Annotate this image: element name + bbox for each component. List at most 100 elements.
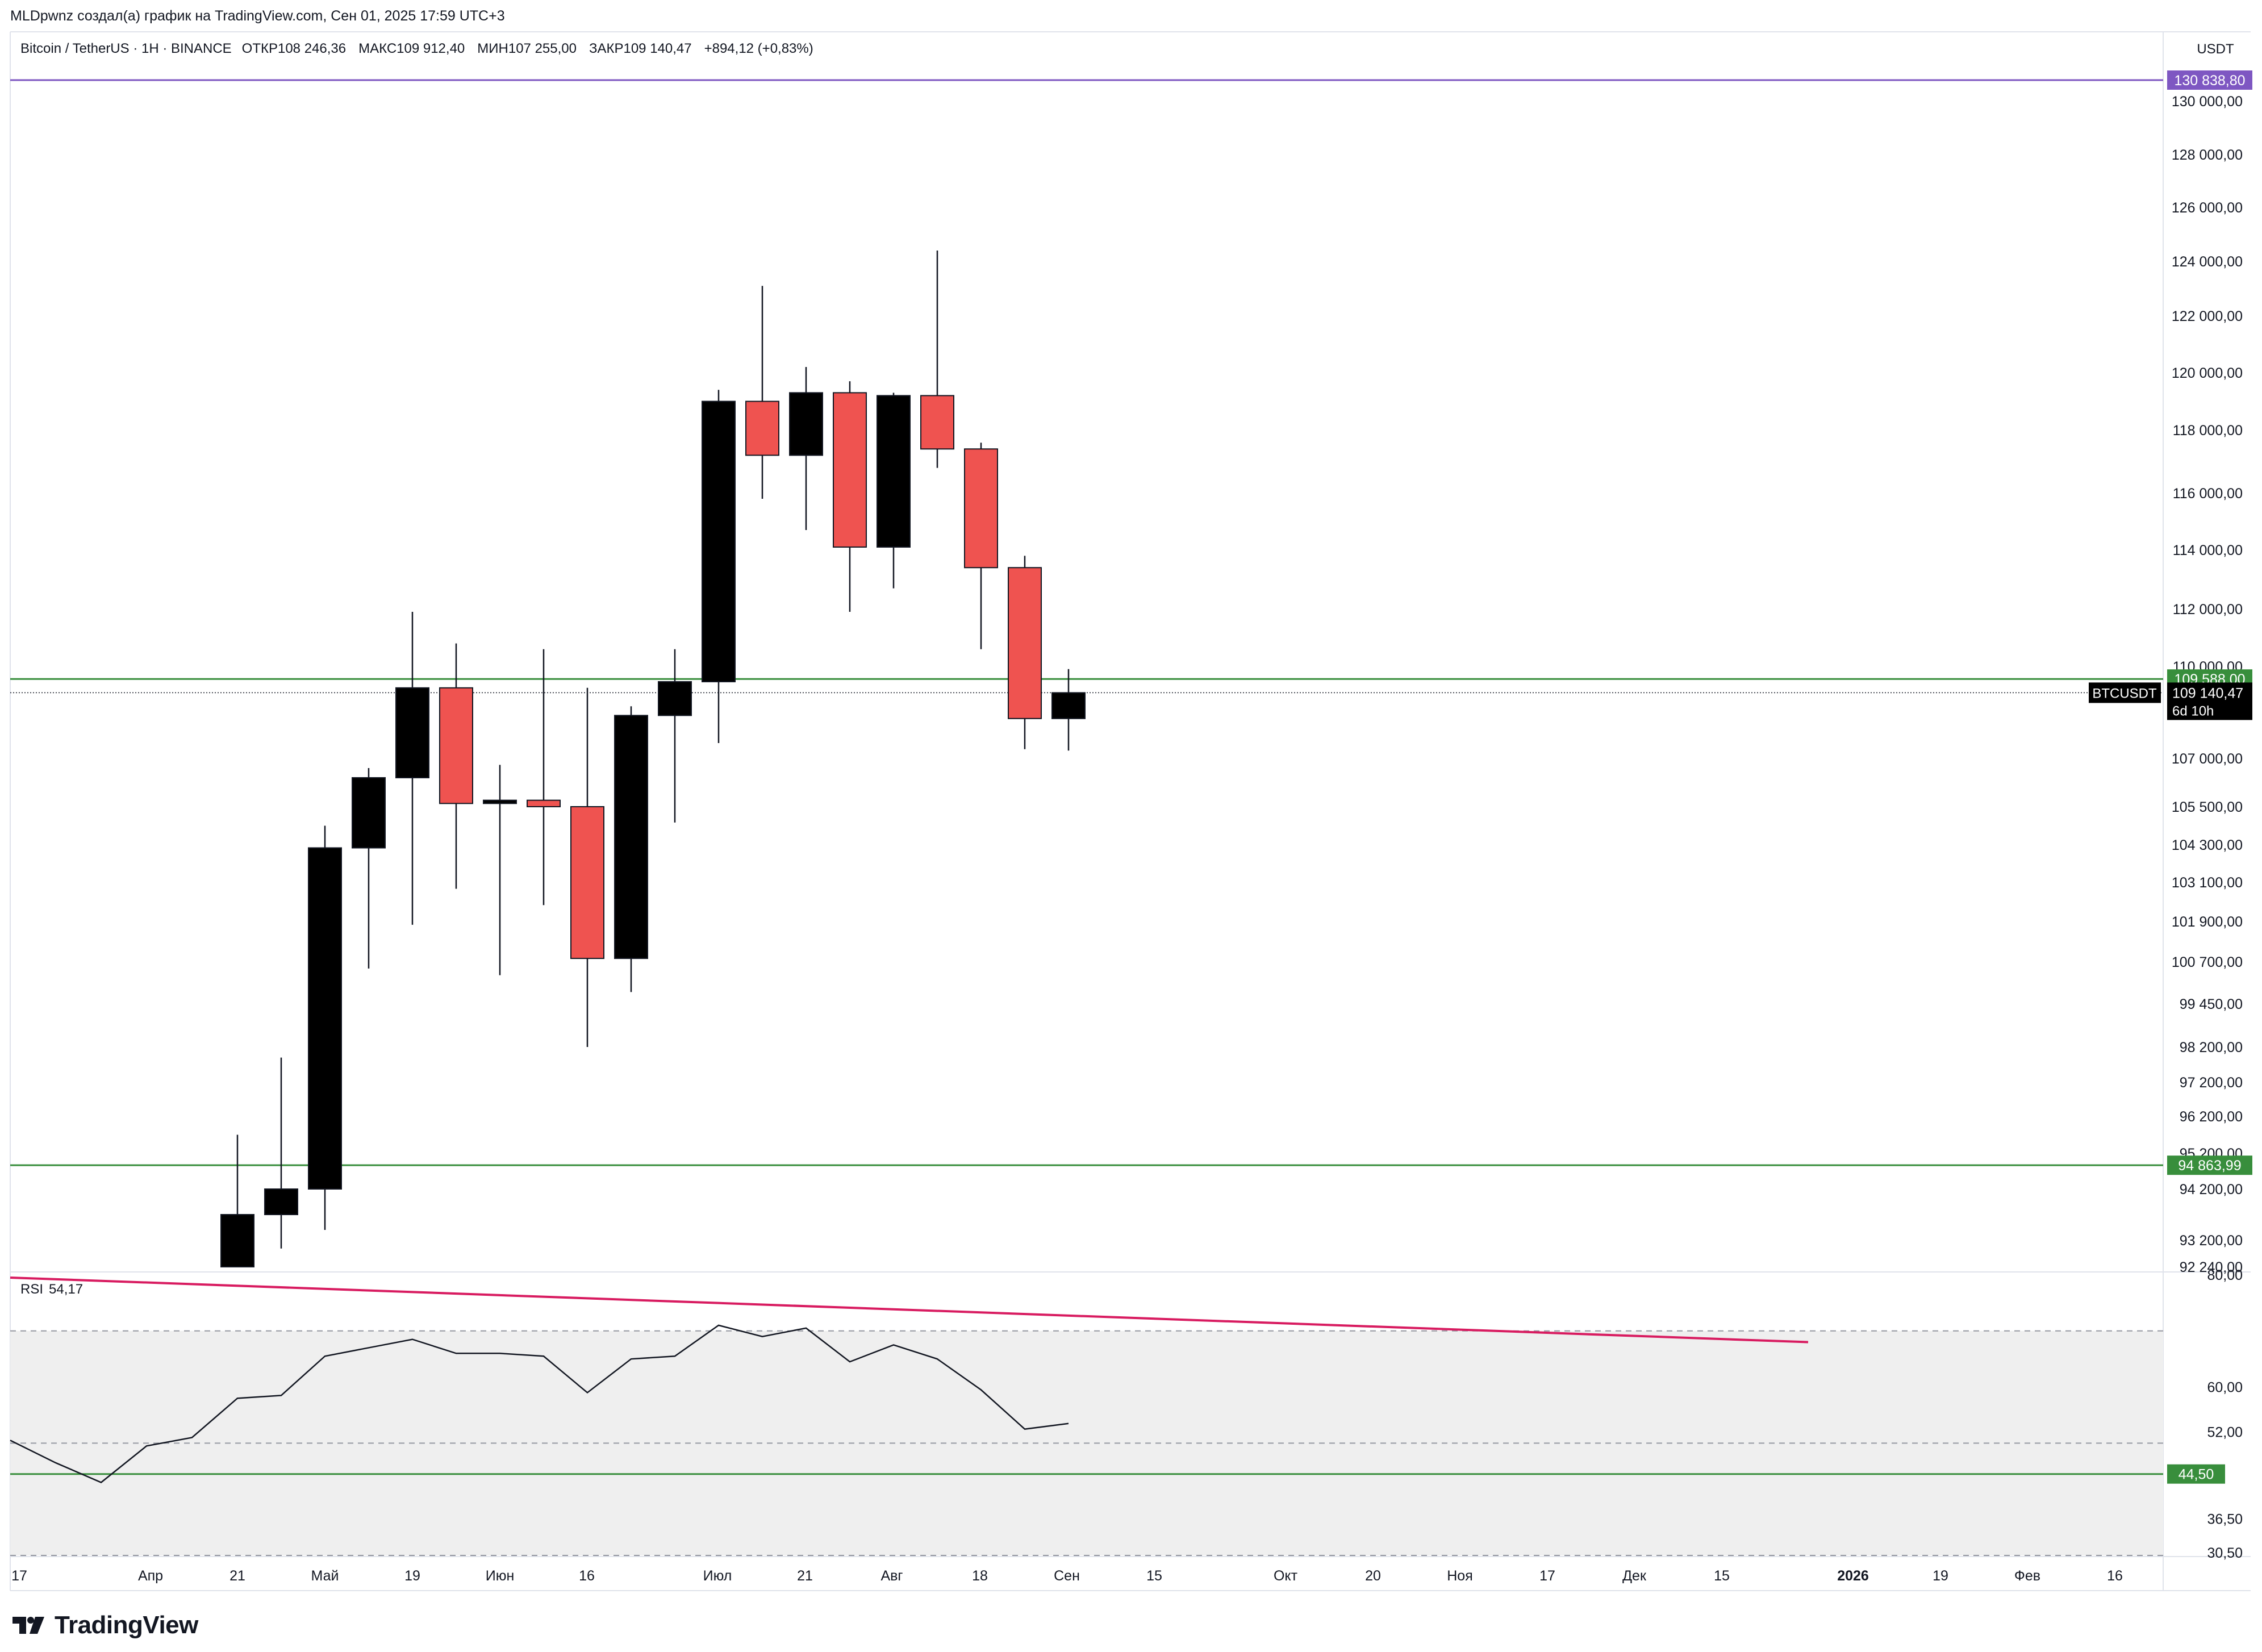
price-tick-label: 96 200,00 (2180, 1109, 2243, 1125)
candle-body (614, 715, 648, 960)
candles (220, 251, 1086, 1267)
rsi-tick-label: 60,00 (2207, 1380, 2243, 1396)
candle-body (439, 687, 473, 804)
time-tick-label: 21 (797, 1568, 813, 1584)
rsi-title: RSI (20, 1282, 43, 1297)
rsi-tick-label: 80,00 (2207, 1267, 2243, 1283)
candle-body (877, 395, 911, 548)
price-tick-label: 98 200,00 (2180, 1040, 2243, 1056)
candle-body (1008, 567, 1042, 719)
time-tick-label: Июн (486, 1568, 515, 1584)
tradingview-logo: TradingView (12, 1611, 198, 1640)
rsi-tick-label: 36,50 (2207, 1512, 2243, 1528)
level-price-text: 130 838,80 (2174, 73, 2245, 89)
candle-body (833, 392, 867, 548)
candle-body (220, 1214, 254, 1267)
close-value: ЗАКР109 140,47 (589, 41, 692, 56)
price-tick-label: 128 000,00 (2172, 147, 2243, 163)
symbol-legend: Bitcoin / TetherUS · 1Н · BINANCE ОТКР10… (20, 41, 813, 57)
price-tick-label: 97 200,00 (2180, 1075, 2243, 1091)
candle-body (1051, 692, 1086, 719)
candle-body (964, 448, 998, 569)
rsi-tick-label: 30,50 (2207, 1545, 2243, 1561)
time-tick-label: 19 (1933, 1568, 1948, 1584)
time-tick-label: 16 (579, 1568, 595, 1584)
symbol-name[interactable]: Bitcoin / TetherUS · 1Н · BINANCE (20, 41, 232, 56)
time-tick-label: 19 (404, 1568, 420, 1584)
candle-body (789, 392, 823, 456)
price-tick-label: 126 000,00 (2172, 200, 2243, 216)
candle-body (483, 799, 517, 804)
current-price-tag (2167, 682, 2252, 720)
time-tick-label: 20 (1365, 1568, 1381, 1584)
low-value: МИН107 255,00 (477, 41, 577, 56)
high-value: МАКС109 912,40 (358, 41, 465, 56)
price-axis-currency: USDT (2197, 41, 2234, 57)
candle-body (264, 1188, 298, 1215)
rsi-line (10, 1324, 1069, 1483)
time-tick-label: Июл (703, 1568, 732, 1584)
time-tick-label: Фев (2014, 1568, 2040, 1584)
price-tick-label: 99 450,00 (2180, 996, 2243, 1012)
price-tick-label: 101 900,00 (2172, 914, 2243, 930)
price-tick-label: 92 240,00 (2180, 1259, 2243, 1275)
time-tick-label: Сен (1054, 1568, 1080, 1584)
candle-body (702, 401, 736, 682)
candle-body (570, 806, 604, 960)
countdown-text: 6d 10h (2172, 703, 2214, 719)
open-value: ОТКР108 246,36 (241, 41, 347, 56)
rsi-tick-label: 52,00 (2207, 1425, 2243, 1441)
price-tick-label: 103 100,00 (2172, 875, 2243, 891)
time-tick-label: Ноя (1447, 1568, 1473, 1584)
candle-body (352, 777, 386, 849)
candle-body (527, 799, 561, 807)
tradingview-mark-icon (12, 1617, 44, 1634)
time-tick-label: 16 (2107, 1568, 2123, 1584)
time-tick-label: 21 (229, 1568, 245, 1584)
level-price-tag (2167, 1155, 2252, 1175)
candle-body (920, 395, 954, 450)
price-tick-label: 118 000,00 (2173, 423, 2243, 439)
price-tick-label: 94 200,00 (2180, 1182, 2243, 1198)
rsi-value: 54,17 (49, 1282, 83, 1297)
time-tick-label: 17 (11, 1568, 27, 1584)
time-tick-label: Дек (1622, 1568, 1647, 1584)
candle-body (658, 681, 692, 716)
price-tick-label: 124 000,00 (2172, 254, 2243, 270)
level-price-text: 94 863,99 (2178, 1158, 2241, 1174)
candle-body (308, 847, 342, 1190)
price-tick-label: 116 000,00 (2173, 486, 2243, 502)
level-price-tag (2167, 70, 2252, 90)
time-tick-label: Май (311, 1568, 339, 1584)
change-value: +894,12 (+0,83%) (704, 41, 813, 56)
rsi-level-text: 44,50 (2178, 1467, 2214, 1483)
candle-body (745, 401, 779, 456)
price-tick-label: 104 300,00 (2172, 837, 2243, 853)
price-tick-label: 93 200,00 (2180, 1233, 2243, 1249)
symbol-tag-text: BTCUSDT (2092, 686, 2157, 701)
price-tick-label: 122 000,00 (2172, 308, 2243, 324)
author-line: MLDpwnz создал(а) график на TradingView.… (10, 8, 505, 24)
time-tick-label: Апр (138, 1568, 163, 1584)
price-tick-label: 114 000,00 (2173, 543, 2243, 558)
time-tick-label: Окт (1274, 1568, 1298, 1584)
price-tick-label: 100 700,00 (2172, 954, 2243, 970)
ohlc-values: ОТКР108 246,36 МАКС109 912,40 МИН107 255… (242, 41, 813, 57)
price-tick-label: 120 000,00 (2172, 365, 2243, 381)
time-tick-label: 2026 (1837, 1568, 1869, 1584)
time-tick-label: Авг (880, 1568, 903, 1584)
time-tick-label: 15 (1714, 1568, 1730, 1584)
time-tick-label: 18 (972, 1568, 988, 1584)
price-tick-label: 112 000,00 (2173, 602, 2243, 618)
price-tick-label: 130 000,00 (2172, 94, 2243, 110)
symbol-tag (2089, 682, 2161, 703)
price-tick-label: 107 000,00 (2172, 751, 2243, 767)
time-tick-label: 17 (1539, 1568, 1555, 1584)
time-tick-label: 15 (1146, 1568, 1162, 1584)
rsi-level-tag (2167, 1464, 2225, 1484)
candle-body (395, 687, 429, 779)
tradingview-brand: TradingView (55, 1611, 198, 1639)
rsi-trend-line (10, 1276, 1809, 1344)
price-tick-label: 105 500,00 (2172, 799, 2243, 815)
